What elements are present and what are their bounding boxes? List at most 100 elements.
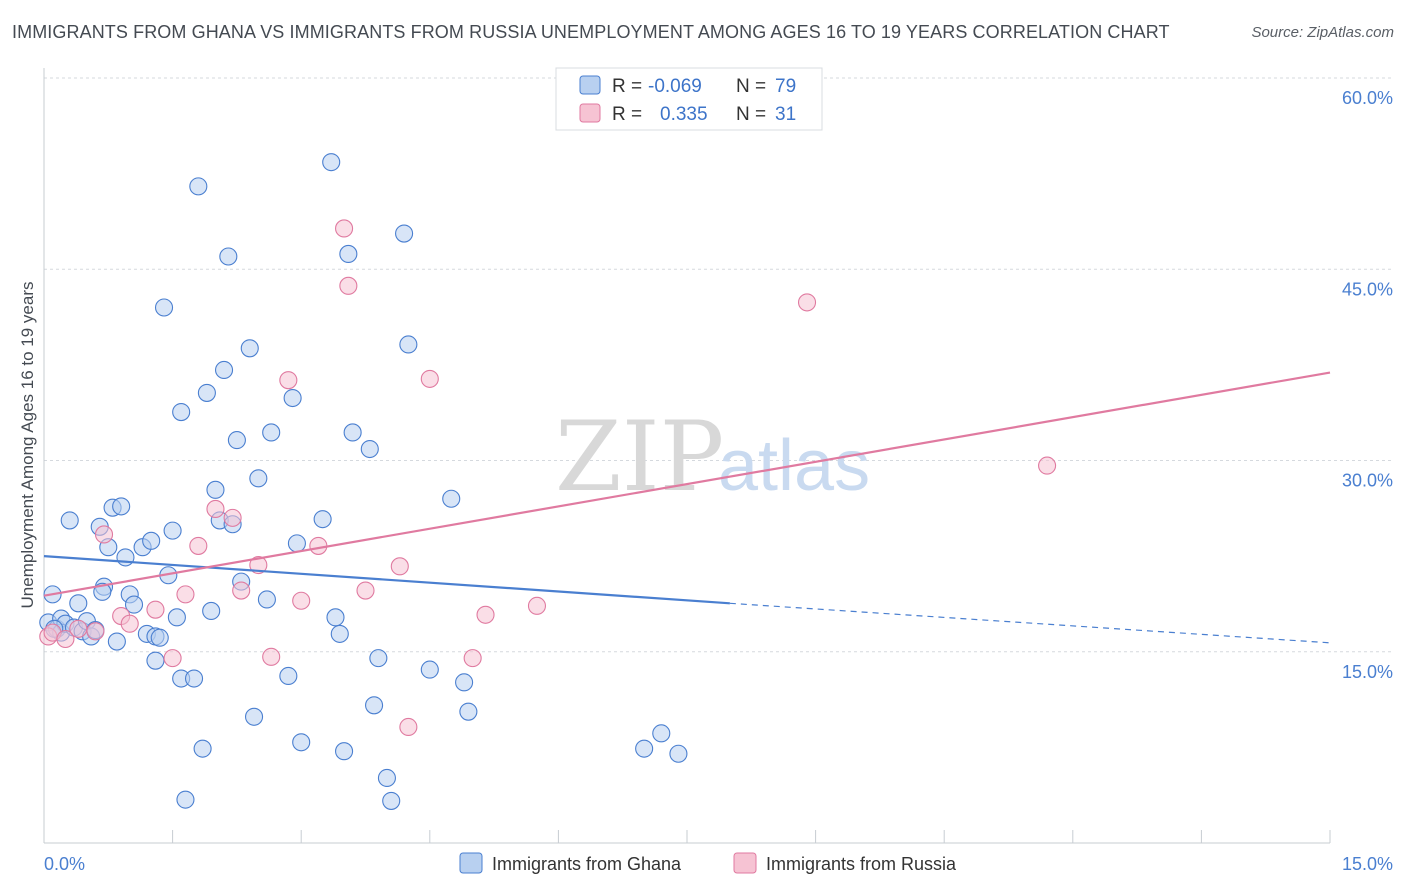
point-ghana-61 bbox=[343, 423, 362, 442]
point-russia-27 bbox=[476, 605, 495, 624]
grid-lines bbox=[44, 77, 1392, 653]
bottom-legend-label-russia: Immigrants from Russia bbox=[766, 854, 957, 874]
y-axis-label: Unemployment Among Ages 16 to 19 years bbox=[18, 282, 37, 609]
chart-title: IMMIGRANTS FROM GHANA VS IMMIGRANTS FROM… bbox=[12, 22, 1170, 42]
point-ghana-52 bbox=[283, 388, 302, 408]
point-ghana-78 bbox=[93, 582, 112, 601]
bottom-legend-swatch-ghana bbox=[459, 852, 483, 874]
point-ghana-6 bbox=[60, 511, 79, 530]
trend-line-russia bbox=[43, 371, 1331, 597]
point-ghana-37 bbox=[197, 383, 216, 402]
point-ghana-46 bbox=[240, 339, 259, 358]
point-ghana-56 bbox=[322, 153, 341, 172]
point-ghana-57 bbox=[326, 608, 345, 627]
point-ghana-44 bbox=[227, 431, 246, 450]
series-ghana-points bbox=[39, 153, 688, 810]
point-russia-17 bbox=[279, 371, 298, 390]
point-russia-3 bbox=[69, 619, 88, 638]
series-legend: Immigrants from Ghana Immigrants from Ru… bbox=[459, 852, 957, 874]
legend-r-value-russia: 0.335 bbox=[660, 104, 708, 125]
point-ghana-73 bbox=[635, 739, 654, 758]
point-ghana-59 bbox=[335, 742, 354, 761]
point-russia-4 bbox=[86, 622, 105, 641]
point-russia-22 bbox=[356, 581, 375, 600]
trend-line-ghana bbox=[43, 555, 730, 605]
point-russia-24 bbox=[399, 717, 418, 737]
y-tick-labels: 15.0% 30.0% 45.0% 60.0% bbox=[1342, 88, 1393, 682]
point-russia-2 bbox=[56, 629, 75, 649]
point-ghana-34 bbox=[184, 669, 204, 688]
point-ghana-53 bbox=[287, 534, 306, 553]
point-ghana-74 bbox=[652, 724, 671, 743]
y-tick-label-3: 60.0% bbox=[1342, 88, 1393, 108]
point-ghana-68 bbox=[399, 335, 418, 354]
point-russia-8 bbox=[146, 600, 165, 619]
point-ghana-63 bbox=[365, 696, 384, 715]
point-ghana-33 bbox=[172, 402, 191, 422]
y-tick-label-1: 30.0% bbox=[1342, 471, 1393, 491]
point-ghana-18 bbox=[112, 497, 131, 516]
point-ghana-71 bbox=[455, 673, 474, 692]
point-ghana-62 bbox=[360, 439, 379, 459]
point-russia-28 bbox=[527, 596, 547, 615]
point-ghana-58 bbox=[330, 624, 349, 643]
point-russia-26 bbox=[463, 649, 482, 668]
point-russia-30 bbox=[1038, 456, 1057, 475]
point-russia-21 bbox=[339, 276, 358, 295]
y-tick-label-0: 15.0% bbox=[1342, 662, 1393, 682]
legend-n-label-russia: N = bbox=[736, 104, 766, 125]
point-russia-16 bbox=[262, 647, 281, 666]
legend-r-label-russia: R = bbox=[612, 104, 642, 125]
point-ghana-48 bbox=[249, 469, 268, 488]
watermark-zip: ZIP bbox=[555, 401, 724, 513]
point-ghana-36 bbox=[193, 739, 212, 758]
point-russia-20 bbox=[335, 219, 354, 238]
bottom-legend-swatch-russia bbox=[733, 852, 757, 874]
point-ghana-31 bbox=[167, 608, 186, 627]
point-ghana-51 bbox=[279, 666, 298, 686]
point-ghana-65 bbox=[377, 768, 396, 788]
point-ghana-41 bbox=[214, 360, 234, 380]
point-ghana-55 bbox=[313, 510, 332, 529]
point-ghana-38 bbox=[202, 601, 221, 621]
trend-lines bbox=[43, 371, 1331, 644]
point-russia-12 bbox=[206, 499, 225, 519]
x-tick-label-1: 15.0% bbox=[1342, 854, 1393, 874]
chart-source: Source: ZipAtlas.com bbox=[1251, 24, 1394, 41]
point-ghana-24 bbox=[142, 531, 161, 550]
point-ghana-35 bbox=[189, 177, 208, 196]
point-ghana-50 bbox=[262, 423, 281, 442]
point-ghana-28 bbox=[154, 298, 174, 317]
point-russia-14 bbox=[232, 581, 251, 600]
point-russia-29 bbox=[797, 293, 817, 312]
point-russia-15 bbox=[249, 555, 268, 575]
point-ghana-47 bbox=[244, 707, 264, 726]
legend-n-label-ghana: N = bbox=[736, 76, 766, 97]
point-ghana-49 bbox=[257, 590, 276, 609]
series-russia-points bbox=[39, 219, 1057, 737]
point-russia-7 bbox=[120, 614, 139, 633]
watermark: ZIP atlas bbox=[555, 401, 870, 513]
point-ghana-72 bbox=[459, 702, 478, 721]
point-ghana-25 bbox=[146, 651, 165, 670]
point-ghana-76 bbox=[176, 790, 195, 809]
point-russia-25 bbox=[420, 369, 439, 388]
legend-n-value-ghana: 79 bbox=[775, 76, 796, 97]
point-russia-5 bbox=[94, 525, 114, 544]
axes bbox=[43, 68, 1331, 844]
point-russia-9 bbox=[163, 649, 182, 668]
point-ghana-69 bbox=[420, 660, 439, 679]
point-ghana-75 bbox=[669, 744, 688, 763]
x-tick-label-0: 0.0% bbox=[44, 854, 85, 874]
bottom-legend-label-ghana: Immigrants from Ghana bbox=[492, 854, 682, 874]
point-ghana-19 bbox=[116, 548, 135, 567]
trend-line-ghana-extrapolated bbox=[729, 602, 1331, 644]
point-ghana-64 bbox=[369, 649, 388, 668]
legend-n-value-russia: 31 bbox=[775, 104, 796, 125]
point-ghana-54 bbox=[292, 733, 311, 752]
point-ghana-42 bbox=[219, 247, 238, 266]
stats-legend: R = -0.069 N = 79 R = 0.335 N = 31 bbox=[555, 67, 823, 131]
point-ghana-27 bbox=[150, 628, 169, 647]
point-ghana-70 bbox=[442, 489, 461, 508]
